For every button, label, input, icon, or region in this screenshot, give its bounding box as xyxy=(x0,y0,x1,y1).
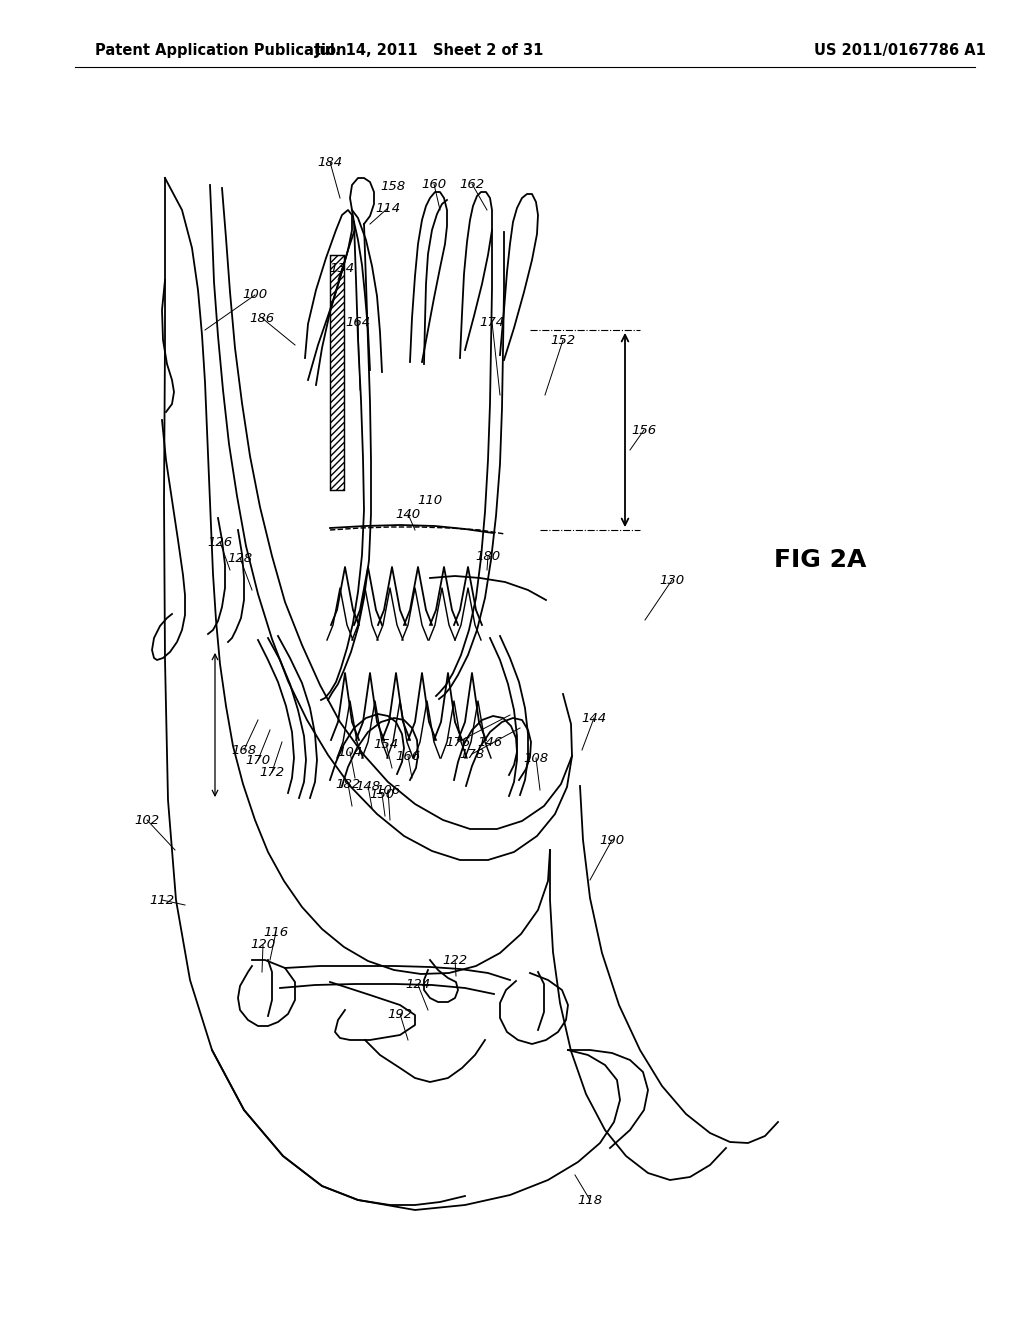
Text: Jul. 14, 2011   Sheet 2 of 31: Jul. 14, 2011 Sheet 2 of 31 xyxy=(315,42,545,58)
Text: 144: 144 xyxy=(582,711,606,725)
Text: 116: 116 xyxy=(263,925,289,939)
Text: Patent Application Publication: Patent Application Publication xyxy=(95,42,346,58)
Text: 162: 162 xyxy=(460,177,484,190)
Text: 182: 182 xyxy=(336,777,360,791)
Text: 172: 172 xyxy=(259,766,285,779)
Text: 112: 112 xyxy=(150,894,174,907)
Text: 124: 124 xyxy=(406,978,430,991)
Text: FIG 2A: FIG 2A xyxy=(774,548,866,572)
Text: 192: 192 xyxy=(387,1007,413,1020)
Text: 174: 174 xyxy=(479,315,505,329)
Text: 140: 140 xyxy=(395,507,421,520)
Text: 164: 164 xyxy=(345,315,371,329)
Text: 190: 190 xyxy=(599,833,625,846)
Text: 108: 108 xyxy=(523,751,549,764)
Text: 104: 104 xyxy=(338,746,362,759)
Text: 168: 168 xyxy=(231,743,257,756)
Bar xyxy=(330,255,344,490)
Text: 176: 176 xyxy=(445,735,471,748)
Text: 100: 100 xyxy=(243,289,267,301)
Text: 158: 158 xyxy=(381,180,406,193)
Text: 120: 120 xyxy=(251,939,275,952)
Text: 156: 156 xyxy=(632,424,656,437)
Text: 130: 130 xyxy=(659,573,685,586)
Text: 170: 170 xyxy=(246,754,270,767)
Text: 186: 186 xyxy=(250,312,274,325)
Text: 150: 150 xyxy=(370,788,394,800)
Text: 146: 146 xyxy=(477,735,503,748)
Text: US 2011/0167786 A1: US 2011/0167786 A1 xyxy=(814,42,986,58)
Text: 110: 110 xyxy=(418,494,442,507)
Text: 154: 154 xyxy=(374,738,398,751)
Text: 152: 152 xyxy=(551,334,575,346)
Text: 114: 114 xyxy=(376,202,400,214)
Text: 166: 166 xyxy=(395,750,421,763)
Text: 126: 126 xyxy=(208,536,232,549)
Text: 148: 148 xyxy=(355,780,381,792)
Text: 102: 102 xyxy=(134,813,160,826)
Text: 118: 118 xyxy=(578,1193,602,1206)
Text: 106: 106 xyxy=(376,784,400,796)
Text: 184: 184 xyxy=(317,156,343,169)
Text: 122: 122 xyxy=(442,953,468,966)
Text: 178: 178 xyxy=(460,747,484,760)
Text: 180: 180 xyxy=(475,549,501,562)
Text: 160: 160 xyxy=(422,177,446,190)
Text: 128: 128 xyxy=(227,552,253,565)
Text: 134: 134 xyxy=(330,261,354,275)
